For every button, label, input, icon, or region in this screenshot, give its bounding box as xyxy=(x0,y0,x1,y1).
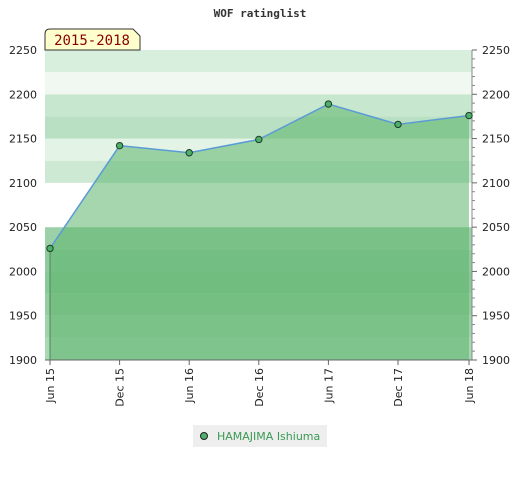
x-tick-label: Dec 15 xyxy=(114,368,127,407)
y-tick-label-left: 2200 xyxy=(9,88,37,101)
legend-series-name: HAMAJIMA Ishiuma xyxy=(217,430,320,443)
y-tick-label-left: 1950 xyxy=(9,310,37,323)
x-tick-label: Jun 16 xyxy=(183,368,196,404)
period-label-box: 2015-2018 xyxy=(44,28,141,51)
data-point[interactable] xyxy=(324,100,333,108)
data-point[interactable] xyxy=(46,244,54,253)
x-tick-label: Jun 15 xyxy=(44,368,57,404)
y-tick-label-right: 2150 xyxy=(482,133,510,146)
y-tick-label-right: 2000 xyxy=(482,265,510,278)
y-tick-label-right: 2050 xyxy=(482,221,510,234)
legend-marker xyxy=(200,432,208,440)
y-tick-label-right: 1950 xyxy=(482,310,510,323)
data-point[interactable] xyxy=(255,135,263,144)
chart-title: WOF ratinglist xyxy=(214,7,307,20)
grid-band xyxy=(45,72,472,95)
y-tick-label-left: 2250 xyxy=(9,44,37,57)
y-tick-label-right: 2100 xyxy=(482,177,510,190)
x-tick-label: Jun 17 xyxy=(322,368,335,404)
y-tick-label-left: 2000 xyxy=(9,265,37,278)
grid-band xyxy=(45,50,472,73)
grid-band xyxy=(45,94,472,117)
y-tick-label-right: 2200 xyxy=(482,88,510,101)
y-tick-label-left: 2100 xyxy=(9,177,37,190)
data-point[interactable] xyxy=(185,149,193,157)
data-point[interactable] xyxy=(465,111,473,120)
y-tick-label-right: 2250 xyxy=(482,44,510,57)
series-area xyxy=(50,104,469,361)
y-tick-label-left: 2050 xyxy=(9,221,37,234)
series-line xyxy=(46,100,473,253)
legend[interactable]: HAMAJIMA Ishiuma xyxy=(193,425,327,447)
y-axis-left: 1900 1950 2000 2050 2100 2150 2200 2250 xyxy=(9,44,37,367)
y-tick-label-right: 1900 xyxy=(482,354,510,367)
data-point[interactable] xyxy=(115,141,124,150)
x-tick-label: Dec 16 xyxy=(253,368,266,407)
y-tick-label-left: 2150 xyxy=(9,133,37,146)
x-tick-label: Dec 17 xyxy=(392,368,405,407)
x-axis: Jun 15 Dec 15 Jun 16 Dec 16 Jun 17 Dec 17 Jun … xyxy=(44,360,476,407)
data-point[interactable] xyxy=(394,120,402,129)
period-label: 2015-2018 xyxy=(54,33,130,49)
y-tick-label-left: 1900 xyxy=(9,354,37,367)
area-fill xyxy=(50,104,469,361)
y-axis-right: 1900 1950 2000 2050 2100 2150 2200 2250 xyxy=(472,44,510,367)
x-tick-label: Jun 18 xyxy=(463,368,476,404)
